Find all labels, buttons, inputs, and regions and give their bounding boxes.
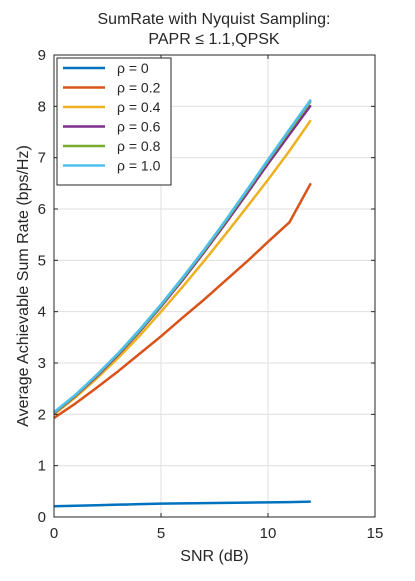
legend-label: ρ = 1.0	[117, 158, 161, 174]
legend-label: ρ = 0.6	[117, 119, 161, 135]
series-line-0	[53, 500, 311, 508]
legend-label: ρ = 0.2	[117, 80, 161, 96]
legend-box	[56, 57, 172, 186]
x-axis-label: SNR (dB)	[180, 548, 248, 565]
chart-title-line-1: SumRate with Nyquist Sampling:	[98, 11, 331, 28]
series-line-5	[53, 98, 312, 414]
y-tick-label: 1	[38, 458, 46, 475]
x-tick-label: 15	[367, 525, 384, 542]
legend: ρ = 0 ρ = 0.2 ρ = 0.4 ρ = 0.6 ρ = 0.8 ρ = 1.0	[56, 57, 172, 186]
y-tick-label: 9	[38, 47, 46, 64]
y-tick-label: 2	[38, 406, 46, 423]
y-tick-label: 4	[38, 304, 46, 321]
plot-frame	[53, 54, 376, 518]
y-tick-label: 8	[38, 98, 46, 115]
series-line-1	[53, 182, 312, 419]
legend-label: ρ = 0.4	[117, 99, 161, 115]
legend-label: ρ = 0.8	[117, 138, 161, 154]
series-line-2	[53, 119, 312, 416]
y-tick-label: 3	[38, 355, 46, 372]
y-tick-label: 7	[38, 150, 46, 167]
x-tick-label: 5	[157, 525, 165, 542]
x-tick-label: 0	[50, 525, 58, 542]
x-tick-label: 10	[260, 525, 277, 542]
y-tick-label: 0	[38, 509, 46, 526]
tick-layer: 0 5 10 15 0 1 2 3 4 5 6 7 8 9	[38, 47, 384, 542]
legend-label: ρ = 0	[117, 60, 149, 76]
y-tick-label: 6	[38, 201, 46, 218]
y-axis-label: Average Achievable Sum Rate (bps/Hz)	[15, 145, 32, 427]
series-layer	[53, 98, 312, 508]
y-tick-label: 5	[38, 252, 46, 269]
chart-title-line-2: PAPR ≤ 1.1,QPSK	[148, 31, 280, 48]
